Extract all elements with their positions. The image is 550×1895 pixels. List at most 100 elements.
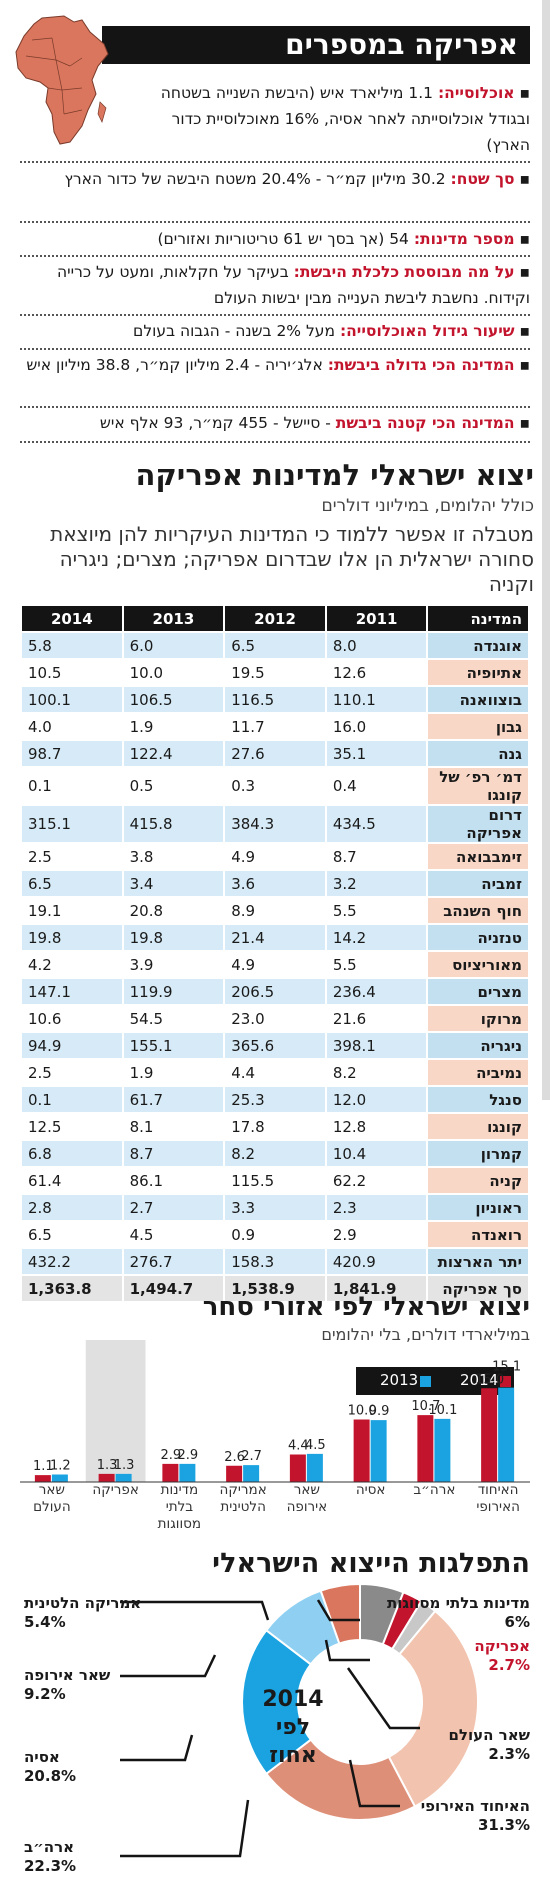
fact-largest: ▪ המדינה הכי גדולה ביבשת: אלג׳יריה - 2.4…	[20, 352, 530, 378]
table-cell-value: 10.5	[20, 659, 124, 687]
pie-label-value: 2.3%	[488, 1745, 530, 1763]
table-cell-value: 12.0	[324, 1086, 429, 1114]
table-cell-value: 10.4	[324, 1140, 429, 1168]
bar-highlight-bg	[85, 1340, 146, 1482]
table-cell-value: 8.2	[223, 1140, 327, 1168]
table-cell-value: 2.7	[121, 1194, 226, 1222]
pie-label-usa: ארה״ב 22.3%	[24, 1838, 164, 1876]
divider	[20, 255, 530, 257]
table-cell-value: 27.6	[223, 740, 327, 768]
bar-2013	[370, 1420, 387, 1482]
bar-chart-legend: 2014 2013	[356, 1367, 514, 1395]
table-cell-value: 4.5	[121, 1221, 226, 1249]
legend-swatch-2014	[500, 1376, 511, 1387]
table-cell-value: 4.4	[223, 1059, 327, 1087]
africa-map-icon	[15, 15, 109, 145]
fact-bullet: ▪	[514, 356, 530, 374]
table-cell-value: 276.7	[121, 1248, 226, 1276]
table-total-row: סך אפריקה 1,841.9 1,538.9 1,494.7 1,363.8	[20, 1274, 530, 1303]
legend-label-2013: 2013	[380, 1371, 419, 1389]
table-cell-value: 8.2	[324, 1059, 429, 1087]
bar-value-label: 10.0	[348, 1404, 377, 1419]
table-cell-value: 2.5	[20, 1059, 124, 1087]
table-cell-value: 21.4	[223, 924, 327, 952]
table-cell-value: 116.5	[223, 686, 327, 714]
table-cell-country: חוף השנהב	[426, 897, 530, 925]
col-header-country: המדינה	[426, 606, 530, 633]
table-cell-value: 3.9	[121, 951, 226, 979]
table-cell-country: יתר הארצות	[426, 1248, 530, 1276]
pie-label-rest-of-europe: שאר אירופה 9.2%	[24, 1666, 164, 1704]
table-cell-country: אתיופיה	[426, 659, 530, 687]
table-cell-value: 0.5	[121, 767, 226, 806]
table-cell-value: 2.5	[20, 843, 124, 871]
table-row: דמ׳ רפ׳ של קונגו 0.4 0.3 0.5 0.1	[20, 767, 530, 806]
table-cell-value: 122.4	[121, 740, 226, 768]
table-row: גנה 35.1 27.6 122.4 98.7	[20, 740, 530, 768]
fact-population: ▪ אוכלוסייה: 1.1 מיליארד איש (היבשת השני…	[130, 80, 530, 158]
table-cell-value: 315.1	[20, 805, 124, 844]
bar-value-label: 10.7	[411, 1399, 440, 1414]
table-row: קמרון 10.4 8.2 8.7 6.8	[20, 1140, 530, 1168]
fact-bullet: ▪	[514, 230, 530, 248]
table-cell-country: רואנדה	[426, 1221, 530, 1249]
table-cell-value: 0.1	[20, 767, 124, 806]
table-row: זימבבואה 8.7 4.9 3.8 2.5	[20, 843, 530, 871]
divider	[20, 221, 530, 223]
table-cell-value: 110.1	[324, 686, 429, 714]
bar-2013	[498, 1387, 515, 1482]
donut-center-word2: אחוז	[269, 1743, 317, 1768]
table-cell-value: 61.7	[121, 1086, 226, 1114]
table-row: דרום אפריקה 434.5 384.3 415.8 315.1	[20, 805, 530, 844]
table-row: מצרים 236.4 206.5 119.9 147.1	[20, 978, 530, 1006]
table-cell-value: 415.8	[121, 805, 226, 844]
table-cell-value: 19.8	[20, 924, 124, 952]
donut-center-year: 2014	[262, 1687, 324, 1712]
fact-label: סך שטח:	[450, 170, 515, 188]
bar-category-label: ארה״ב	[413, 1482, 456, 1498]
table-row: טנזניה 14.2 21.4 19.8 19.8	[20, 924, 530, 952]
pie-label-value: 5.4%	[24, 1613, 66, 1631]
table-row: קונגו 12.8 17.8 8.1 12.5	[20, 1113, 530, 1141]
table-cell-value: 1.9	[121, 713, 226, 741]
table-cell-country: קמרון	[426, 1140, 530, 1168]
donut-slice	[387, 1609, 479, 1808]
table-cell-country: סך אפריקה	[426, 1274, 530, 1303]
bar-value-label: 2.7	[241, 1449, 262, 1464]
table-cell-country: דמ׳ רפ׳ של קונגו	[426, 767, 530, 806]
legend-label-2014: 2014	[460, 1371, 499, 1389]
table-cell-country: בוצוואנה	[426, 686, 530, 714]
bar-category-label: שאר אירופה	[286, 1482, 328, 1515]
donut-slice	[241, 1628, 313, 1776]
table-row: אתיופיה 12.6 19.5 10.0 10.5	[20, 659, 530, 687]
table-cell-value: 2.8	[20, 1194, 124, 1222]
table-row: סנגל 12.0 25.3 61.7 0.1	[20, 1086, 530, 1114]
pie-label-name: ארה״ב	[24, 1838, 75, 1856]
fact-bullet: ▪	[514, 322, 530, 340]
table-cell-value: 12.5	[20, 1113, 124, 1141]
bar-value-label: 15.1	[492, 1360, 521, 1375]
table-description: מטבלה זו אפשר ללמוד כי המדינות העיקריות …	[50, 522, 534, 596]
pie-label-value: 2.7%	[488, 1656, 530, 1674]
bar-2014	[353, 1419, 370, 1482]
table-cell-value: 54.5	[121, 1005, 226, 1033]
table-cell-value: 1.9	[121, 1059, 226, 1087]
facts-header: אפריקה במספרים	[102, 26, 530, 64]
pie-label-name: אמריקה הלטינית	[24, 1594, 142, 1612]
bar-2014	[226, 1465, 243, 1482]
bar-value-label: 2.6	[224, 1450, 245, 1465]
table-cell-value: 12.6	[324, 659, 429, 687]
fact-text: בעיקר על חקלאות, ומעט על כרייה וקידוח. נ…	[57, 263, 530, 307]
bar-value-label: 10.1	[428, 1403, 457, 1418]
donut-center-word1: לפי	[275, 1715, 311, 1740]
table-row: ראוניון 2.3 3.3 2.7 2.8	[20, 1194, 530, 1222]
table-cell-value: 155.1	[121, 1032, 226, 1060]
bar-2013	[434, 1418, 451, 1482]
col-header-2013: 2013	[121, 606, 226, 633]
table-row: נמיביה 8.2 4.4 1.9 2.5	[20, 1059, 530, 1087]
table-cell-value: 16.0	[324, 713, 429, 741]
fact-text: 1.1 מיליארד איש (היבשת השנייה בשטחה ובגו…	[160, 84, 530, 154]
pie-label-rest-of-world: שאר העולם 2.3%	[400, 1726, 530, 1764]
table-cell-value: 365.6	[223, 1032, 327, 1060]
table-cell-value: 2.3	[324, 1194, 429, 1222]
